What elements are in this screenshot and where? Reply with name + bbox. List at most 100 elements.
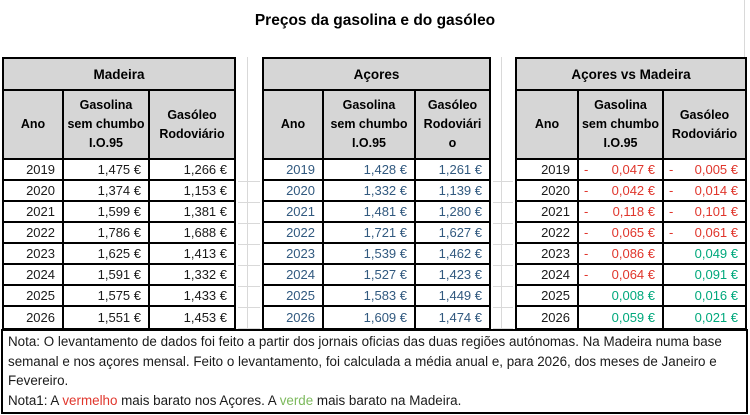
gasoleo-diff-cell[interactable]: 0,016 €: [664, 286, 745, 307]
year-cell[interactable]: 2019: [4, 160, 64, 181]
gasoleo-diff-cell[interactable]: 0,091 €: [664, 265, 745, 286]
year-cell[interactable]: 2026: [264, 307, 324, 328]
table-header-acores[interactable]: Açores: [264, 59, 489, 91]
diff-value: 0,042 €: [611, 183, 655, 198]
column-header-line: I.O.95: [351, 136, 387, 150]
column-header-gasolina[interactable]: Gasolina sem chumbo I.O.95: [324, 91, 416, 160]
year-cell[interactable]: 2023: [517, 244, 579, 265]
diff-value: 0,049 €: [694, 246, 738, 261]
gasolina-price-cell[interactable]: 1,591 €: [64, 265, 150, 286]
gasolina-price-cell[interactable]: 1,721 €: [324, 223, 416, 244]
column-header-line: I.O.95: [88, 136, 124, 150]
year-cell[interactable]: 2020: [4, 181, 64, 202]
gasoleo-diff-cell[interactable]: - 0,101 €: [664, 202, 745, 223]
diff-value: 0,091 €: [694, 267, 738, 282]
gasolina-diff-cell[interactable]: - 0,047 €: [579, 160, 664, 181]
table-header-madeira[interactable]: Madeira: [4, 59, 234, 91]
gasolina-price-cell[interactable]: 1,332 €: [324, 181, 416, 202]
column-header-ano[interactable]: Ano: [4, 91, 64, 160]
column-header-gasolina[interactable]: Gasolina sem chumbo I.O.95: [579, 91, 664, 160]
year-cell[interactable]: 2021: [4, 202, 64, 223]
gasoleo-price-cell[interactable]: 1,453 €: [150, 307, 234, 328]
column-header-gasoleo[interactable]: Gasóleo Rodoviário: [150, 91, 234, 160]
gasoleo-price-cell[interactable]: 1,280 €: [416, 202, 489, 223]
minus-sign: -: [669, 225, 674, 240]
gasoleo-price-cell[interactable]: 1,153 €: [150, 181, 234, 202]
gasolina-price-cell[interactable]: 1,625 €: [64, 244, 150, 265]
year-cell[interactable]: 2022: [517, 223, 579, 244]
gasoleo-diff-cell[interactable]: - 0,005 €: [664, 160, 745, 181]
gasolina-price-cell[interactable]: 1,609 €: [324, 307, 416, 328]
gasolina-diff-cell[interactable]: - 0,086 €: [579, 244, 664, 265]
madeira-table: Madeira Ano Gasolina sem chumbo I.O.95 G…: [2, 57, 236, 330]
year-cell[interactable]: 2026: [517, 307, 579, 328]
year-cell[interactable]: 2025: [4, 286, 64, 307]
gasoleo-price-cell[interactable]: 1,474 €: [416, 307, 489, 328]
gasoleo-diff-cell[interactable]: - 0,014 €: [664, 181, 745, 202]
gasoleo-price-cell[interactable]: 1,462 €: [416, 244, 489, 265]
gasolina-price-cell[interactable]: 1,575 €: [64, 286, 150, 307]
minus-sign: -: [669, 162, 674, 177]
gasoleo-price-cell[interactable]: 1,266 €: [150, 160, 234, 181]
gasolina-diff-cell[interactable]: - 0,042 €: [579, 181, 664, 202]
gasolina-price-cell[interactable]: 1,475 €: [64, 160, 150, 181]
gasolina-price-cell[interactable]: 1,539 €: [324, 244, 416, 265]
year-cell[interactable]: 2026: [4, 307, 64, 328]
diff-value: 0,118 €: [612, 204, 655, 219]
gasolina-diff-cell[interactable]: 0,059 €: [579, 307, 664, 328]
gasoleo-price-cell[interactable]: 1,688 €: [150, 223, 234, 244]
gasolina-diff-cell[interactable]: - 0,118 €: [579, 202, 664, 223]
year-cell[interactable]: 2024: [517, 265, 579, 286]
diff-value: 0,061 €: [694, 225, 738, 240]
year-cell[interactable]: 2023: [264, 244, 324, 265]
column-header-line: Gasóleo: [427, 98, 478, 112]
gasoleo-price-cell[interactable]: 1,433 €: [150, 286, 234, 307]
year-cell[interactable]: 2021: [517, 202, 579, 223]
year-cell[interactable]: 2020: [517, 181, 579, 202]
gasoleo-price-cell[interactable]: 1,423 €: [416, 265, 489, 286]
column-header-gasoleo[interactable]: Gasóleo Rodoviári o: [416, 91, 489, 160]
year-cell[interactable]: 2023: [4, 244, 64, 265]
gasoleo-price-cell[interactable]: 1,627 €: [416, 223, 489, 244]
gasoleo-price-cell[interactable]: 1,332 €: [150, 265, 234, 286]
gasoleo-price-cell[interactable]: 1,261 €: [416, 160, 489, 181]
column-header-gasolina[interactable]: Gasolina sem chumbo I.O.95: [64, 91, 150, 160]
year-cell[interactable]: 2020: [264, 181, 324, 202]
acores-table: Açores Ano Gasolina sem chumbo I.O.95 Ga…: [262, 57, 491, 330]
year-cell[interactable]: 2021: [264, 202, 324, 223]
gasoleo-price-cell[interactable]: 1,381 €: [150, 202, 234, 223]
gasolina-price-cell[interactable]: 1,527 €: [324, 265, 416, 286]
gasolina-price-cell[interactable]: 1,374 €: [64, 181, 150, 202]
column-header-ano[interactable]: Ano: [517, 91, 579, 160]
year-cell[interactable]: 2025: [517, 286, 579, 307]
gasoleo-diff-cell[interactable]: - 0,061 €: [664, 223, 745, 244]
gasoleo-price-cell[interactable]: 1,139 €: [416, 181, 489, 202]
gasolina-price-cell[interactable]: 1,551 €: [64, 307, 150, 328]
year-cell[interactable]: 2019: [517, 160, 579, 181]
gasolina-price-cell[interactable]: 1,583 €: [324, 286, 416, 307]
gasolina-price-cell[interactable]: 1,481 €: [324, 202, 416, 223]
gasolina-price-cell[interactable]: 1,428 €: [324, 160, 416, 181]
minus-sign: -: [669, 183, 674, 198]
year-cell[interactable]: 2022: [4, 223, 64, 244]
gasoleo-diff-cell[interactable]: 0,021 €: [664, 307, 745, 328]
column-header-gasoleo[interactable]: Gasóleo Rodoviário: [664, 91, 745, 160]
table-header-acores-vs-madeira[interactable]: Açores vs Madeira: [517, 59, 745, 91]
gasolina-diff-cell[interactable]: - 0,064 €: [579, 265, 664, 286]
minus-sign: -: [584, 225, 589, 240]
year-cell[interactable]: 2019: [264, 160, 324, 181]
gasoleo-price-cell[interactable]: 1,449 €: [416, 286, 489, 307]
gasolina-price-cell[interactable]: 1,599 €: [64, 202, 150, 223]
year-cell[interactable]: 2022: [264, 223, 324, 244]
year-cell[interactable]: 2024: [264, 265, 324, 286]
gasolina-diff-cell[interactable]: - 0,065 €: [579, 223, 664, 244]
legend-green-word: verde: [279, 392, 314, 408]
column-header-line: Gasolina: [594, 98, 647, 112]
gasoleo-diff-cell[interactable]: 0,049 €: [664, 244, 745, 265]
column-header-ano[interactable]: Ano: [264, 91, 324, 160]
year-cell[interactable]: 2025: [264, 286, 324, 307]
gasolina-price-cell[interactable]: 1,786 €: [64, 223, 150, 244]
gasolina-diff-cell[interactable]: 0,008 €: [579, 286, 664, 307]
gasoleo-price-cell[interactable]: 1,413 €: [150, 244, 234, 265]
year-cell[interactable]: 2024: [4, 265, 64, 286]
